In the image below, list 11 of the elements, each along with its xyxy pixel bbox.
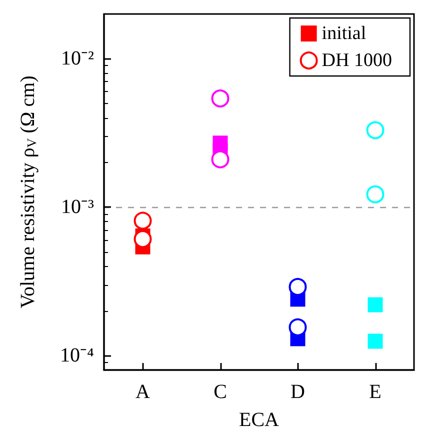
x-tick-label: A: [136, 381, 151, 403]
legend-label: initial: [322, 23, 366, 44]
x-tick-label: E: [369, 381, 382, 403]
x-tick-label: D: [290, 381, 305, 403]
x-tick-label: C: [214, 381, 227, 403]
y-tick-label: 10⁻³: [61, 196, 94, 218]
y-axis-title: Volume resistivity ρV (Ω cm): [17, 76, 39, 308]
y-tick-label: 10⁻⁴: [60, 344, 94, 367]
y-tick-label: 10⁻²: [61, 48, 94, 70]
x-axis-title: ECA: [239, 409, 280, 431]
legend-label: DH 1000: [322, 50, 392, 71]
